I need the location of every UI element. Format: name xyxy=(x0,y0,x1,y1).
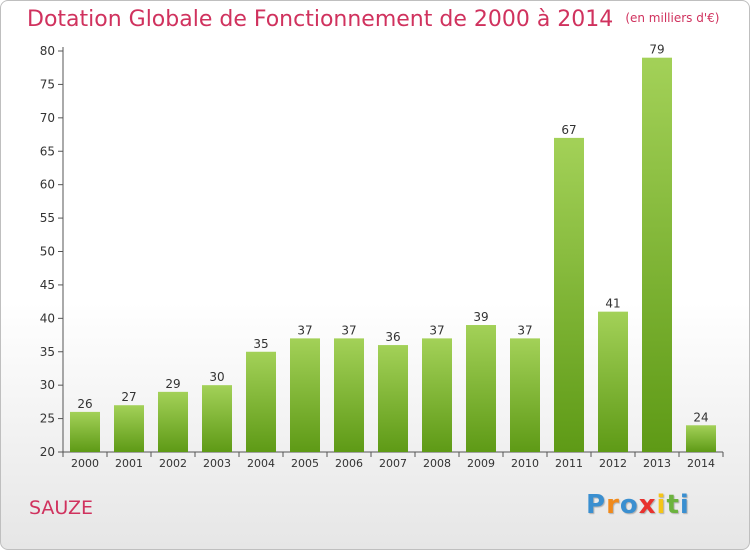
bar-2000 xyxy=(70,411,100,452)
logo-letter: t xyxy=(666,490,680,520)
chart-title: Dotation Globale de Fonctionnement de 20… xyxy=(27,7,719,32)
bar-2002 xyxy=(158,391,188,452)
bar-2006 xyxy=(334,338,364,452)
y-tick-label: 65 xyxy=(40,144,55,158)
x-tick-label: 2013 xyxy=(643,457,671,470)
x-tick-label: 2008 xyxy=(423,457,451,470)
x-tick-label: 2000 xyxy=(71,457,99,470)
chart-title-text: Dotation Globale de Fonctionnement de 20… xyxy=(27,7,614,32)
data-label-2001: 27 xyxy=(121,390,136,404)
y-tick-label: 75 xyxy=(40,77,55,91)
data-label-2000: 26 xyxy=(77,397,92,411)
data-label-2002: 29 xyxy=(165,377,180,391)
y-tick-label: 55 xyxy=(40,211,55,225)
bar-2010 xyxy=(510,338,540,452)
bar-2005 xyxy=(290,338,320,452)
y-tick-label: 70 xyxy=(40,111,55,125)
logo-letter: P xyxy=(586,490,607,520)
logo-letter: i xyxy=(656,490,667,520)
y-tick-label: 40 xyxy=(40,311,55,325)
x-tick-label: 2010 xyxy=(511,457,539,470)
x-tick-label: 2009 xyxy=(467,457,495,470)
x-tick-label: 2012 xyxy=(599,457,627,470)
data-label-2004: 35 xyxy=(253,337,268,351)
logo-letter: i xyxy=(679,490,690,520)
data-label-2008: 37 xyxy=(429,323,444,337)
bar-2009 xyxy=(466,325,496,452)
data-label-2011: 67 xyxy=(561,123,576,137)
data-label-2006: 37 xyxy=(341,323,356,337)
bar-2008 xyxy=(422,338,452,452)
data-label-2003: 30 xyxy=(209,370,224,384)
y-tick-label: 50 xyxy=(40,245,55,259)
y-tick-label: 20 xyxy=(40,445,55,459)
x-tick-label: 2014 xyxy=(687,457,715,470)
bars xyxy=(70,57,716,452)
x-tick-label: 2007 xyxy=(379,457,407,470)
y-tick-label: 35 xyxy=(40,345,55,359)
data-labels: 26 27 29 30 35 37 37 36 37 39 37 67 41 79 24 xyxy=(77,43,708,425)
data-label-2012: 41 xyxy=(605,297,620,311)
logo-letter: x xyxy=(638,490,657,520)
data-label-2010: 37 xyxy=(517,323,532,337)
data-label-2005: 37 xyxy=(297,323,312,337)
proxiti-logo[interactable]: Proxiti xyxy=(586,490,690,520)
x-tick-label: 2001 xyxy=(115,457,143,470)
x-tick-label: 2011 xyxy=(555,457,583,470)
x-tick-label: 2002 xyxy=(159,457,187,470)
y-tick-label: 30 xyxy=(40,378,55,392)
data-label-2009: 39 xyxy=(473,310,488,324)
data-label-2007: 36 xyxy=(385,330,400,344)
y-axis: 20 25 30 35 40 45 50 55 60 65 70 75 80 xyxy=(40,44,64,459)
x-axis: 2000 2001 2002 2003 2004 2005 2006 2007 2008 2009… xyxy=(62,451,724,470)
logo-letter: r xyxy=(606,490,620,520)
y-tick-label: 25 xyxy=(40,412,55,426)
x-tick-label: 2005 xyxy=(291,457,319,470)
bar-2014 xyxy=(686,425,716,452)
x-tick-label: 2006 xyxy=(335,457,363,470)
commune-name: SAUZE xyxy=(29,497,94,519)
bar-2012 xyxy=(598,311,628,452)
data-label-2014: 24 xyxy=(693,410,708,424)
bar-2013 xyxy=(642,57,672,452)
bar-2007 xyxy=(378,345,408,452)
data-label-2013: 79 xyxy=(649,43,664,57)
bar-2004 xyxy=(246,351,276,452)
y-tick-label: 60 xyxy=(40,178,55,192)
y-tick-label: 45 xyxy=(40,278,55,292)
bar-2011 xyxy=(554,137,584,452)
bar-2001 xyxy=(114,405,144,452)
x-tick-label: 2004 xyxy=(247,457,275,470)
chart-unit: (en milliers d'€) xyxy=(625,11,720,25)
y-tick-label: 80 xyxy=(40,44,55,58)
x-tick-label: 2003 xyxy=(203,457,231,470)
bar-2003 xyxy=(202,385,232,452)
logo-letter: o xyxy=(619,490,639,520)
